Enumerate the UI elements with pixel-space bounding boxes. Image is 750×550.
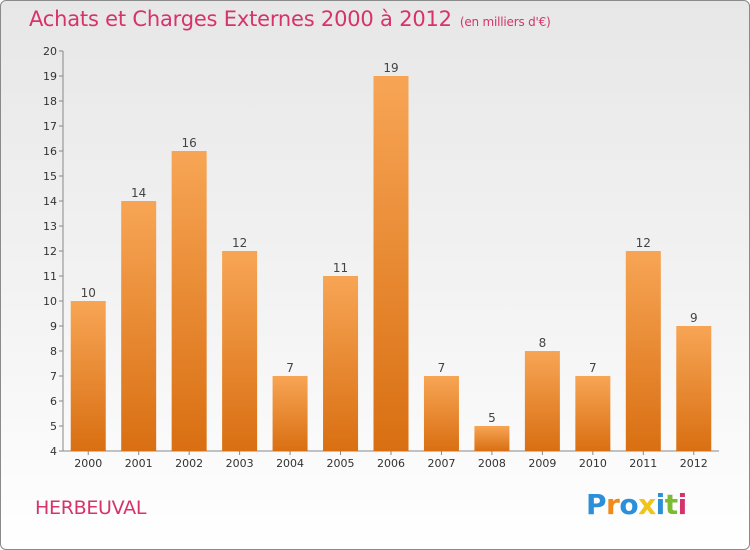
- bar-chart: 4 5 6 7 8 9 10 11 12 13 14 15 16 17 18 19 20 2000 2001 2002…: [1, 1, 750, 550]
- data-label: 7: [589, 361, 597, 375]
- logo-letter: i: [678, 488, 687, 521]
- x-tick-label: 2005: [327, 457, 355, 470]
- y-tick-label: 12: [43, 245, 57, 258]
- bar-2005: [323, 276, 358, 451]
- bar-2008: [474, 426, 509, 451]
- bar-2010: [575, 376, 610, 451]
- data-label: 16: [182, 136, 197, 150]
- bar-2004: [273, 376, 308, 451]
- y-tick-label: 9: [50, 320, 57, 333]
- bar-2000: [71, 301, 106, 451]
- bar-2011: [626, 251, 661, 451]
- y-tick-label: 7: [50, 370, 57, 383]
- logo-letter: r: [606, 488, 619, 521]
- data-label: 8: [539, 336, 547, 350]
- proxiti-logo: Proxiti: [586, 488, 687, 521]
- logo-letter: i: [656, 488, 665, 521]
- x-tick-label: 2001: [125, 457, 153, 470]
- chart-frame: Achats et Charges Externes 2000 à 2012 (e…: [0, 0, 750, 550]
- data-label: 12: [232, 236, 247, 250]
- logo-letter: t: [665, 488, 678, 521]
- x-tick-label: 2002: [175, 457, 203, 470]
- location-name: HERBEUVAL: [35, 497, 146, 519]
- x-tick-label: 2011: [629, 457, 657, 470]
- x-tick-label: 2006: [377, 457, 405, 470]
- data-label: 7: [286, 361, 294, 375]
- data-label: 10: [81, 286, 96, 300]
- data-label: 12: [636, 236, 651, 250]
- y-tick-label: 15: [43, 170, 57, 183]
- logo-letter: P: [586, 488, 606, 521]
- y-tick-label: 5: [50, 420, 57, 433]
- y-tick-label: 14: [43, 195, 57, 208]
- data-label: 7: [438, 361, 446, 375]
- y-tick-label: 19: [43, 70, 57, 83]
- x-tick-label: 2012: [680, 457, 708, 470]
- y-tick-label: 17: [43, 120, 57, 133]
- y-tick-label: 18: [43, 95, 57, 108]
- bar-2001: [121, 201, 156, 451]
- x-tick-label: 2003: [226, 457, 254, 470]
- logo-letter: x: [638, 488, 656, 521]
- y-tick-label: 13: [43, 220, 57, 233]
- bar-2003: [222, 251, 257, 451]
- data-label: 14: [131, 186, 146, 200]
- y-tick-label: 20: [43, 45, 57, 58]
- chart-bars: 10 14 16 12 7 11 19 7 5 8 7 12 9: [71, 61, 712, 451]
- bar-2012: [676, 326, 711, 451]
- x-tick-label: 2008: [478, 457, 506, 470]
- x-tick-label: 2004: [276, 457, 304, 470]
- x-tick-label: 2009: [528, 457, 556, 470]
- bar-2002: [172, 151, 207, 451]
- x-tick-label: 2000: [74, 457, 102, 470]
- x-tick-label: 2010: [579, 457, 607, 470]
- data-label: 11: [333, 261, 348, 275]
- y-tick-label: 4: [50, 445, 57, 458]
- y-tick-label: 10: [43, 295, 57, 308]
- bar-2009: [525, 351, 560, 451]
- data-label: 5: [488, 411, 496, 425]
- y-tick-label: 16: [43, 145, 57, 158]
- y-tick-label: 8: [50, 345, 57, 358]
- logo-letter: o: [619, 488, 638, 521]
- y-tick-label: 6: [50, 395, 57, 408]
- bar-2006: [374, 76, 409, 451]
- y-tick-label: 11: [43, 270, 57, 283]
- data-label: 19: [383, 61, 398, 75]
- x-tick-label: 2007: [427, 457, 455, 470]
- bar-2007: [424, 376, 459, 451]
- data-label: 9: [690, 311, 698, 325]
